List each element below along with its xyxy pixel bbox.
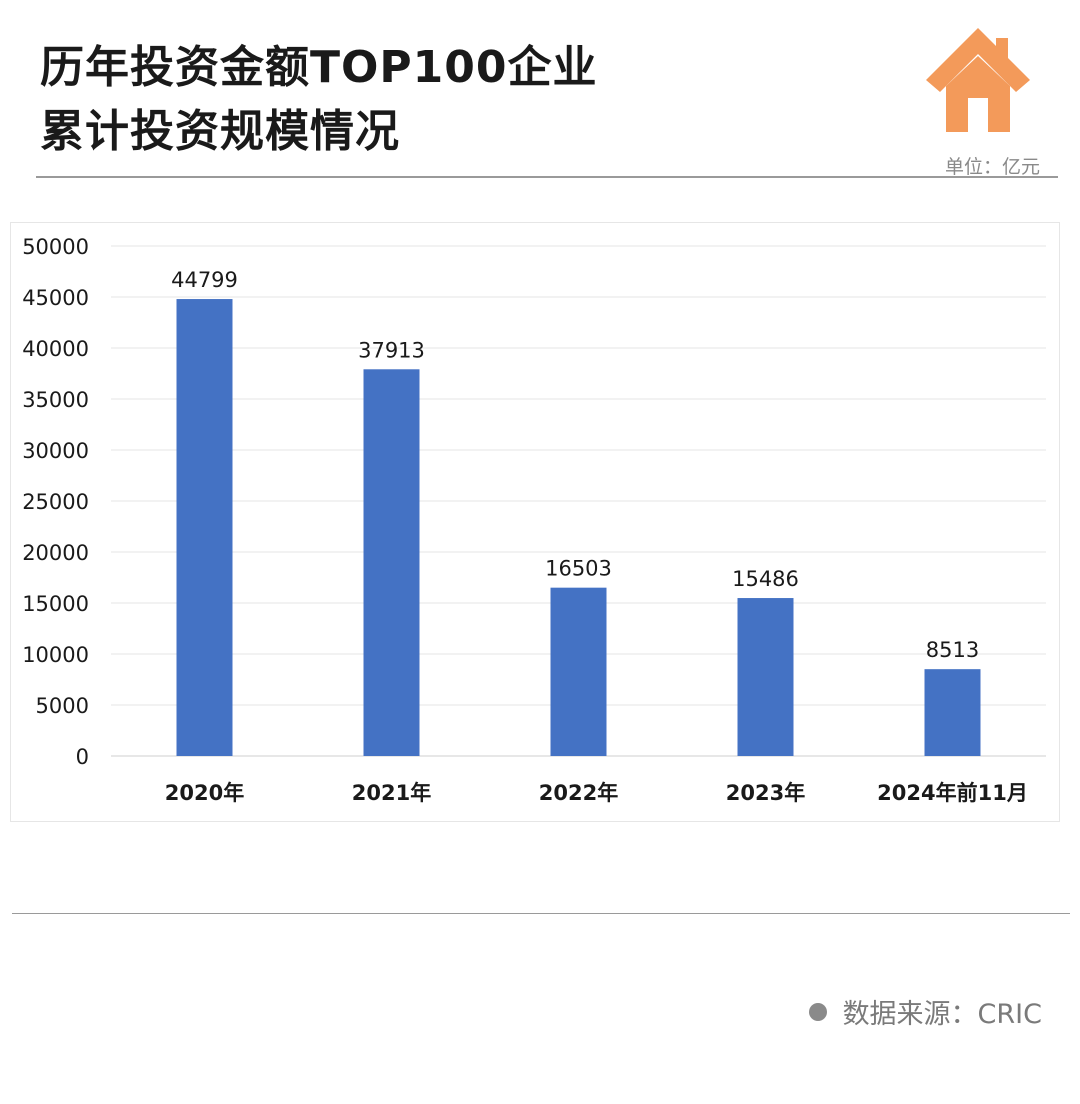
house-icon	[926, 28, 1030, 132]
data-label: 16503	[545, 557, 612, 581]
x-tick-label: 2023年	[726, 781, 805, 805]
bar	[924, 669, 981, 756]
page-title: 历年投资金额TOP100企业 累计投资规模情况	[40, 36, 598, 164]
y-tick-label: 30000	[22, 439, 89, 463]
bar	[363, 369, 420, 756]
y-tick-label: 10000	[22, 643, 89, 667]
source-note: 数据来源：CRIC	[808, 992, 1042, 1031]
title-line-1: 历年投资金额TOP100企业	[40, 42, 598, 93]
data-label: 44799	[171, 268, 238, 292]
data-label: 15486	[732, 567, 799, 591]
title-line-2: 累计投资规模情况	[40, 106, 400, 157]
bar-chart: 0 5000 10000 15000 20000 25000 30000 35000 40000…	[22, 235, 1046, 805]
y-tick-label: 35000	[22, 388, 89, 412]
y-tick-label: 15000	[22, 592, 89, 616]
chart-area: 0 5000 10000 15000 20000 25000 30000 35000 40000…	[10, 222, 1060, 822]
y-tick-label: 0	[76, 745, 89, 769]
y-tick-label: 20000	[22, 541, 89, 565]
bar	[550, 587, 607, 756]
y-tick-label: 45000	[22, 286, 89, 310]
x-tick-label: 2024年前11月	[877, 781, 1028, 805]
y-tick-label: 5000	[36, 694, 89, 718]
x-tick-label: 2021年	[352, 781, 431, 805]
y-tick-label: 40000	[22, 337, 89, 361]
data-label: 37913	[358, 338, 425, 362]
bar	[737, 598, 794, 756]
bar	[176, 299, 233, 756]
top-divider	[36, 176, 1058, 178]
bottom-divider	[12, 913, 1070, 914]
x-tick-label: 2022年	[539, 781, 618, 805]
unit-label: 单位：亿元	[944, 156, 1040, 178]
x-tick-label: 2020年	[165, 781, 244, 805]
source-label: 数据来源：CRIC	[842, 999, 1042, 1030]
y-tick-label: 50000	[22, 235, 89, 259]
y-tick-label: 25000	[22, 490, 89, 514]
bullet-dot-icon	[808, 1002, 827, 1021]
data-label: 8513	[926, 638, 979, 662]
